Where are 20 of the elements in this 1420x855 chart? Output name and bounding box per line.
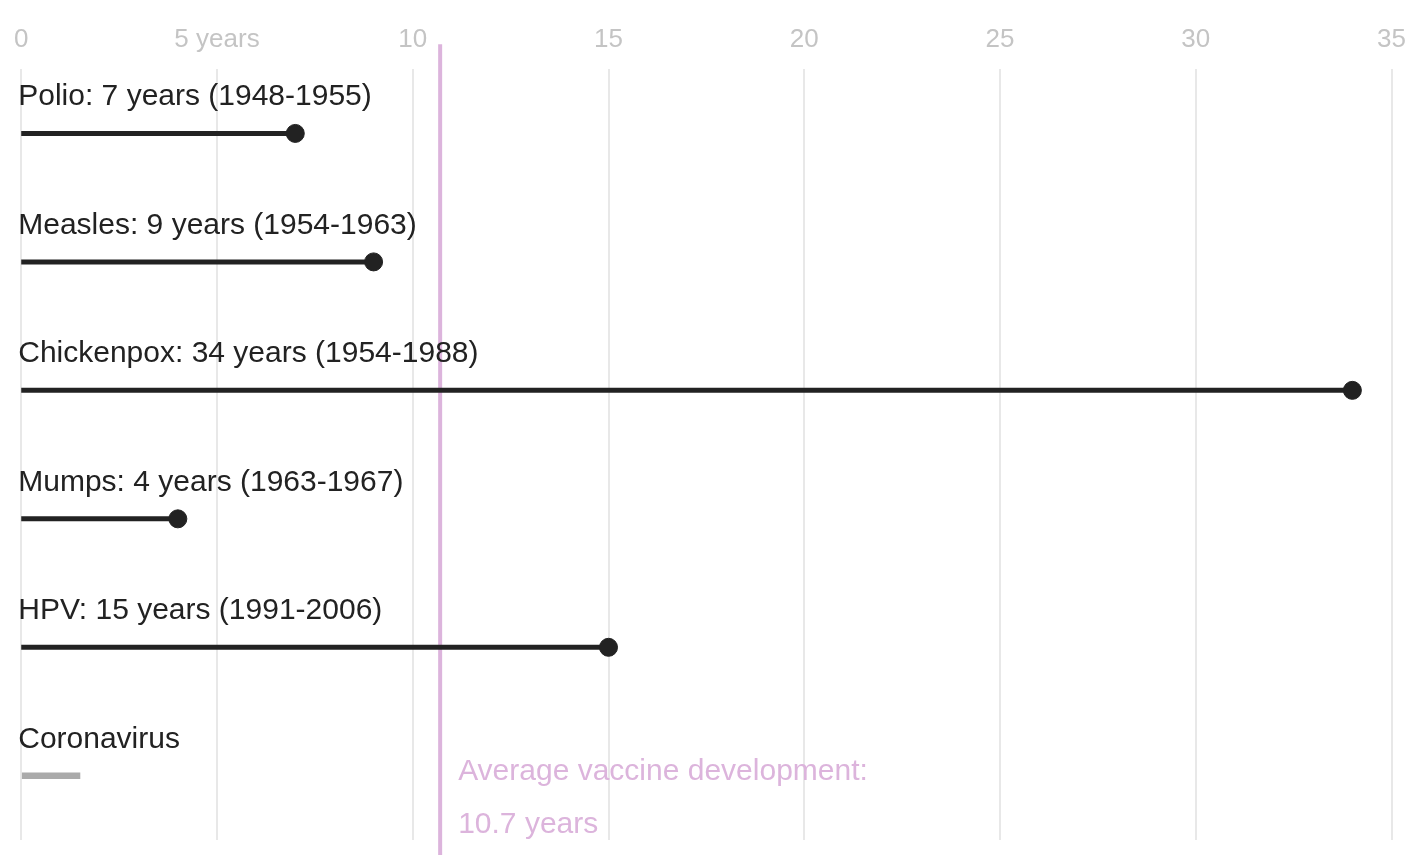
- x-tick-label: 20: [789, 22, 819, 53]
- y-tick-label: Mumps: 4 years (1963-1967): [18, 463, 404, 497]
- x-tick-label: 30: [1181, 22, 1211, 53]
- point: [364, 252, 384, 272]
- x-tick-label: 10: [398, 22, 428, 53]
- x-tick-label: 0: [14, 22, 29, 53]
- x-tick-label: 35: [1377, 22, 1406, 53]
- point: [1342, 380, 1362, 400]
- y-tick-label: HPV: 15 years (1991-2006): [18, 592, 383, 626]
- ref-line-label: Average vaccine development: 10.7 years: [458, 753, 868, 839]
- x-tick-label: 15: [594, 22, 623, 53]
- y-tick-label: Polio: 7 years (1948-1955): [18, 78, 372, 112]
- x-tick-label: 25: [985, 22, 1015, 53]
- point: [599, 637, 619, 657]
- y-tick-label: Measles: 9 years (1954-1963): [18, 206, 417, 240]
- y-tick-label: Chickenpox: 34 years (1954-1988): [18, 335, 479, 369]
- point: [285, 123, 305, 143]
- y-tick-label: Coronavirus: [18, 720, 180, 754]
- x-tick-label: 5 years: [174, 22, 260, 53]
- point: [168, 509, 188, 529]
